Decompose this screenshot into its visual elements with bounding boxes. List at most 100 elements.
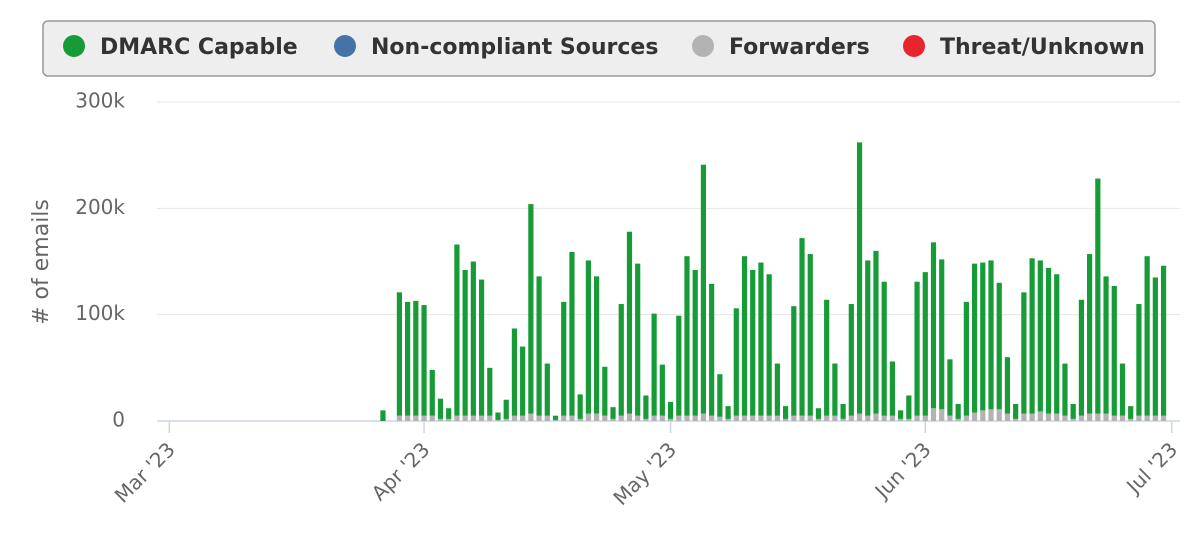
bar-segment (1095, 413, 1101, 421)
x-tick-label: May '23 (608, 437, 681, 510)
bar-segment (799, 415, 805, 421)
bar-segment (750, 415, 756, 421)
bar-segment (774, 415, 780, 421)
bar-segment (462, 415, 468, 421)
bar-segment (495, 419, 501, 421)
bar-segment (536, 276, 542, 416)
bar-segment (939, 259, 945, 410)
bar-segment (1095, 178, 1101, 414)
bar-segment (503, 418, 509, 421)
bar-segment (487, 415, 493, 421)
bar-segment (437, 398, 444, 419)
bar-segment (947, 415, 953, 421)
legend-label: Forwarders (729, 35, 870, 60)
bar-segment (1062, 363, 1068, 416)
bar-segment (717, 416, 723, 421)
bar-segment (602, 366, 608, 416)
bar-segment (914, 281, 920, 416)
bar-segment (1004, 413, 1011, 421)
bar-segment (396, 415, 402, 421)
bar-segment (561, 415, 567, 421)
bar-segment (963, 415, 969, 421)
bar-segment (487, 367, 493, 416)
bar-segment (659, 415, 665, 421)
bar-segment (782, 406, 789, 419)
bar-segment (1087, 413, 1093, 421)
bar-segment (766, 274, 772, 416)
bar-segment (536, 415, 542, 421)
bar-segment (856, 142, 863, 414)
bar-segment (503, 399, 509, 419)
bar-segment (741, 415, 748, 421)
bar-segment (470, 261, 476, 416)
bar-segment (569, 251, 575, 416)
bar-segment (667, 418, 674, 421)
bar-segment (1144, 415, 1150, 421)
bar-segment (791, 306, 797, 416)
bar-segment (1144, 256, 1150, 416)
legend-box (42, 20, 1156, 77)
bar-segment (815, 418, 822, 421)
y-tick-label: 100k (75, 301, 125, 325)
bar-segment (478, 415, 485, 421)
bar-segment (799, 238, 805, 416)
x-tick-label: Apr '23 (367, 437, 435, 505)
legend-marker (692, 35, 714, 57)
bar-segment (1013, 403, 1019, 419)
bar-segment (1070, 403, 1076, 419)
bar-segment (856, 413, 863, 421)
bar-segment (700, 413, 707, 421)
bar-segment (955, 403, 961, 419)
legend-label: Threat/Unknown (940, 35, 1145, 60)
bar-segment (1111, 285, 1117, 416)
bar-segment (561, 301, 567, 416)
bar-segment (1136, 415, 1142, 421)
bar-segment (421, 305, 427, 416)
bar-segment (429, 369, 435, 416)
bar-segment (996, 282, 1002, 410)
bar-segment (733, 308, 739, 416)
bar-segment (626, 231, 633, 414)
bar-segment (684, 256, 690, 416)
bar-segment (898, 418, 904, 421)
bar-segment (832, 415, 838, 421)
bar-segment (618, 304, 624, 416)
bar-segment (577, 394, 583, 419)
bar-segment (659, 364, 665, 416)
bar-segment (544, 363, 550, 416)
bar-segment (1160, 265, 1167, 416)
bar-segment (511, 328, 518, 416)
bar-segment (520, 346, 526, 416)
bar-segment (651, 415, 657, 421)
bar-segment (626, 413, 633, 421)
legend-label: DMARC Capable (100, 35, 298, 60)
bar-segment (1021, 413, 1027, 421)
bar-segment (815, 408, 822, 419)
bar-segment (1160, 415, 1167, 421)
y-tick-label: 200k (75, 195, 125, 219)
bar-segment (1103, 276, 1109, 414)
bar-segment (774, 363, 780, 416)
bar-segment (437, 418, 444, 421)
bar-segment (692, 415, 698, 421)
bar-segment (1013, 418, 1019, 421)
bar-segment (1037, 411, 1043, 421)
bar-segment (807, 254, 813, 416)
bar-segment (832, 363, 838, 416)
bar-segment (758, 262, 764, 416)
bar-segment (881, 281, 887, 416)
bar-segment (1045, 413, 1052, 421)
bar-segment (766, 415, 772, 421)
bar-segment (930, 408, 937, 421)
bar-segment (840, 418, 846, 421)
bar-segment (380, 410, 386, 421)
bar-segment (709, 283, 715, 416)
bar-segment (824, 299, 830, 416)
bar-segment (1070, 418, 1076, 421)
bar-segment (1004, 357, 1011, 414)
bar-segment (873, 413, 879, 421)
bar-segment (1152, 277, 1158, 416)
bar-segment (971, 263, 978, 413)
bar-segment (635, 263, 641, 416)
